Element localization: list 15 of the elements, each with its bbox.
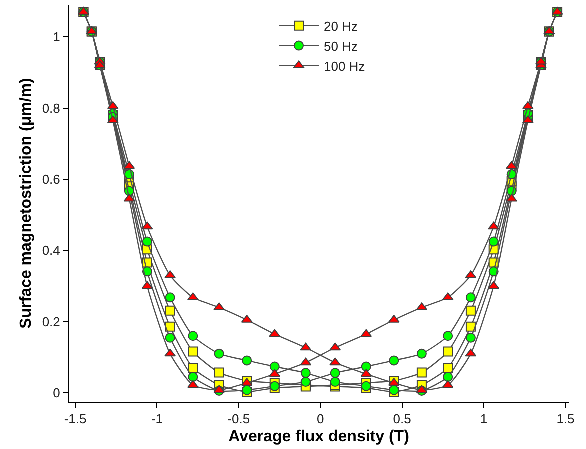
x-tick-label: -1.5 <box>64 412 87 427</box>
x-tick-label: -1 <box>151 412 164 427</box>
y-tick-label: 0.4 <box>42 243 60 258</box>
x-tick-label: 1.5 <box>556 412 575 427</box>
x-tick-label: 1 <box>480 412 488 427</box>
x-tick-label: 0.5 <box>393 412 412 427</box>
x-axis-title: Average flux density (T) <box>228 428 410 446</box>
y-tick-label: 0 <box>53 386 60 401</box>
y-axis-title: Surface magnetostriction (μm/m) <box>18 78 36 329</box>
y-tick-label: 0.6 <box>42 172 60 188</box>
y-tick-label: 0.2 <box>42 314 60 330</box>
x-tick-label: -0.5 <box>228 412 250 427</box>
y-tick-label: 1 <box>53 30 60 45</box>
x-tick-label: 0 <box>317 412 324 427</box>
y-tick-label: 0.8 <box>42 100 60 116</box>
